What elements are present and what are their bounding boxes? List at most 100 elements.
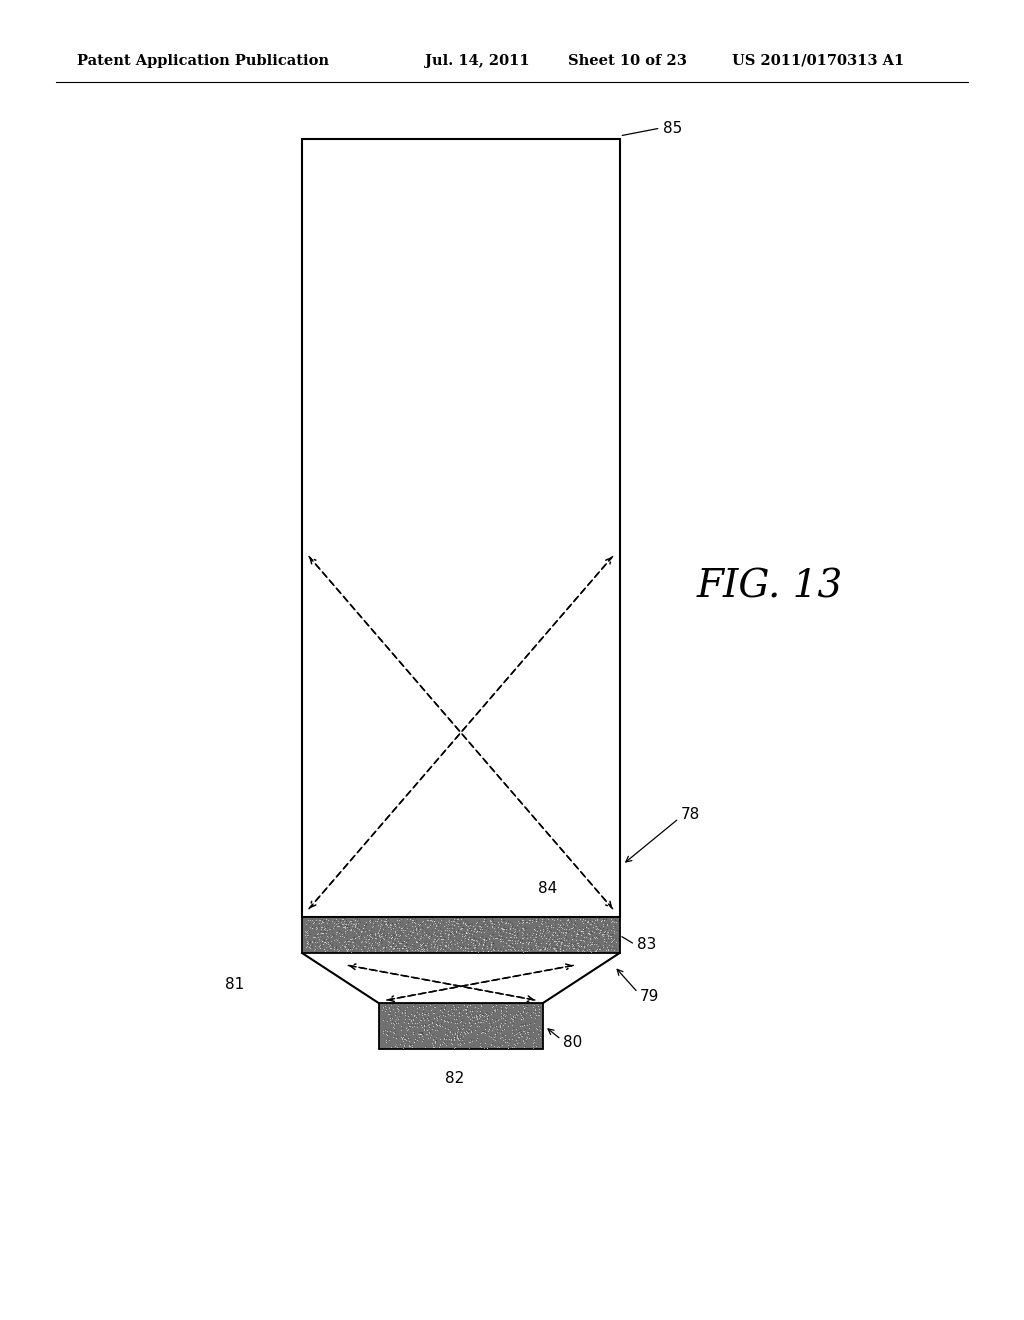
Point: [440, 1018, 457, 1039]
Point: [386, 913, 402, 935]
Point: [450, 936, 466, 957]
Point: [518, 1022, 535, 1043]
Point: [580, 912, 596, 933]
Point: [401, 1015, 418, 1036]
Point: [428, 935, 444, 956]
Point: [373, 929, 389, 950]
Point: [414, 1022, 430, 1043]
Point: [560, 909, 577, 931]
Point: [488, 998, 505, 1019]
Point: [451, 932, 467, 953]
Point: [527, 921, 544, 942]
Point: [476, 913, 493, 935]
Point: [424, 1011, 440, 1032]
Point: [410, 919, 426, 940]
Point: [488, 1022, 505, 1043]
Point: [463, 1014, 479, 1035]
Point: [477, 909, 494, 931]
Point: [536, 909, 552, 931]
Point: [495, 935, 511, 956]
Point: [449, 998, 465, 1019]
Point: [389, 1038, 406, 1059]
Point: [299, 909, 315, 931]
Point: [385, 939, 401, 960]
Point: [460, 920, 476, 941]
Point: [601, 925, 617, 946]
Point: [527, 936, 544, 957]
Text: Sheet 10 of 23: Sheet 10 of 23: [568, 54, 687, 67]
Point: [430, 929, 446, 950]
Point: [420, 927, 436, 948]
Point: [424, 1019, 440, 1040]
Point: [496, 1012, 512, 1034]
Point: [399, 1016, 416, 1038]
Point: [340, 931, 356, 952]
Point: [431, 939, 447, 960]
Point: [400, 936, 417, 957]
Point: [403, 1012, 420, 1034]
Point: [338, 939, 354, 960]
Point: [354, 931, 371, 952]
Point: [563, 917, 580, 939]
Point: [434, 924, 451, 945]
Point: [588, 920, 604, 941]
Point: [344, 935, 360, 956]
Point: [456, 1022, 472, 1043]
Point: [532, 923, 549, 944]
Point: [337, 913, 353, 935]
Point: [432, 1005, 449, 1026]
Point: [467, 915, 483, 936]
Point: [585, 912, 601, 933]
Point: [509, 1002, 525, 1023]
Point: [525, 997, 542, 1018]
Point: [417, 1014, 433, 1035]
Point: [483, 933, 500, 954]
Point: [566, 927, 583, 948]
Point: [602, 924, 618, 945]
Point: [360, 923, 377, 944]
Point: [387, 928, 403, 949]
Point: [496, 1028, 512, 1049]
Point: [548, 937, 564, 958]
Point: [572, 924, 589, 945]
Point: [375, 927, 391, 948]
Point: [488, 937, 505, 958]
Point: [418, 935, 434, 956]
Point: [397, 929, 414, 950]
Point: [474, 917, 490, 939]
Point: [339, 921, 355, 942]
Point: [547, 920, 563, 941]
Point: [561, 917, 578, 939]
Point: [352, 932, 369, 953]
Point: [322, 908, 338, 929]
Point: [299, 920, 315, 941]
Point: [492, 928, 508, 949]
Point: [339, 916, 355, 937]
Point: [414, 933, 430, 954]
Point: [517, 997, 534, 1018]
Point: [601, 927, 617, 948]
Point: [459, 912, 475, 933]
Point: [508, 929, 524, 950]
Point: [398, 999, 415, 1020]
Point: [479, 1005, 496, 1026]
Point: [315, 916, 332, 937]
Point: [378, 909, 394, 931]
Point: [553, 929, 569, 950]
Point: [486, 1016, 503, 1038]
Point: [565, 916, 582, 937]
Point: [411, 997, 427, 1018]
Point: [443, 1028, 460, 1049]
Point: [424, 998, 440, 1019]
Point: [300, 933, 316, 954]
Point: [506, 1008, 522, 1030]
Point: [506, 939, 522, 960]
Point: [527, 917, 544, 939]
Point: [459, 998, 475, 1019]
Point: [343, 941, 359, 962]
Point: [596, 909, 612, 931]
Point: [536, 907, 552, 928]
Point: [484, 1008, 501, 1030]
Point: [526, 1031, 543, 1052]
Point: [333, 939, 349, 960]
